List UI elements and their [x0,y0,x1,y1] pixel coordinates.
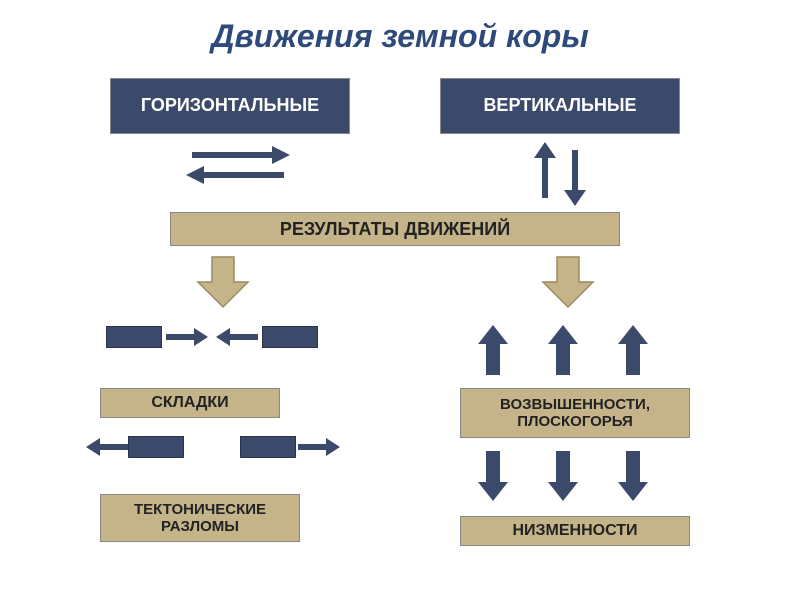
box-results: РЕЗУЛЬТАТЫ ДВИЖЕНИЙ [170,212,620,246]
box-uplands: ВОЗВЫШЕННОСТИ, ПЛОСКОГОРЬЯ [460,388,690,438]
block-up-arrow-3-icon [615,322,651,378]
outward-arrow-right-icon [296,434,342,460]
block-up-arrow-2-icon [545,322,581,378]
collide-rect-left [106,326,162,348]
outward-arrow-left-icon [84,434,130,460]
block-arrow-down-left-icon [195,254,251,310]
box-faults: ТЕКТОНИЧЕСКИЕ РАЗЛОМЫ [100,494,300,542]
opposing-vertical-arrows-icon [528,140,598,210]
block-up-arrow-1-icon [475,322,511,378]
opposing-horizontal-arrows-icon [178,142,298,192]
box-lowlands: НИЗМЕННОСТИ [460,516,690,546]
box-horizontal: ГОРИЗОНТАЛЬНЫЕ [110,78,350,134]
inward-arrow-right-icon [214,324,260,350]
collide-rect-right [262,326,318,348]
box-vertical: ВЕРТИКАЛЬНЫЕ [440,78,680,134]
diverge-rect-right [240,436,296,458]
diverge-rect-left [128,436,184,458]
block-down-arrow-3-icon [615,448,651,504]
block-arrow-down-right-icon [540,254,596,310]
box-folds: СКЛАДКИ [100,388,280,418]
page-title: Движения земной коры [0,0,800,55]
block-down-arrow-2-icon [545,448,581,504]
block-down-arrow-1-icon [475,448,511,504]
inward-arrow-left-icon [164,324,210,350]
